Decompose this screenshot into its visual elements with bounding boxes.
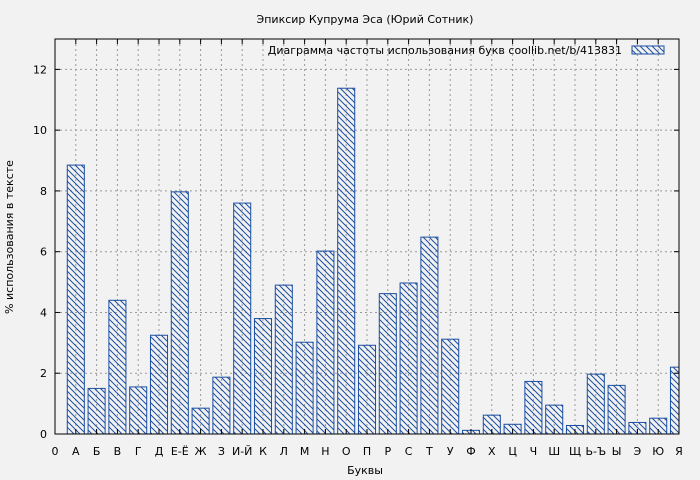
x-tick-label: С xyxy=(405,445,413,458)
bar-З xyxy=(212,376,231,435)
bar-Ы xyxy=(607,384,626,435)
x-tick-label: 0 xyxy=(52,445,59,458)
x-tick-label: Я xyxy=(675,445,683,458)
bar-Р xyxy=(378,293,397,435)
x-tick-label: Ь-Ъ xyxy=(585,445,606,458)
x-tick-label: Ю xyxy=(652,445,664,458)
legend-label: Диаграмма частоты использования букв coo… xyxy=(268,44,622,57)
bar-А xyxy=(66,164,85,435)
x-tick-label: Т xyxy=(425,445,433,458)
x-tick-label: У xyxy=(447,445,454,458)
x-tick-label: Л xyxy=(280,445,288,458)
bar-Я xyxy=(669,366,680,435)
bars xyxy=(66,87,680,435)
x-tick-label: З xyxy=(218,445,225,458)
bar-В xyxy=(108,299,127,435)
bar-С xyxy=(399,282,418,435)
x-tick-label: Г xyxy=(135,445,142,458)
x-tick-label: Ф xyxy=(466,445,475,458)
bar-Т xyxy=(420,236,439,435)
x-tick-label: Б xyxy=(93,445,101,458)
x-tick-label: Ж xyxy=(195,445,207,458)
y-tick-label: 4 xyxy=(40,306,47,319)
x-tick-label: Е-Ё xyxy=(171,445,189,458)
x-tick-label: Х xyxy=(488,445,496,458)
y-tick-label: 8 xyxy=(40,185,47,198)
x-tick-label: Э xyxy=(634,445,642,458)
x-tick-label: Щ xyxy=(569,445,581,458)
bar-П xyxy=(357,344,377,435)
bar-М xyxy=(295,341,314,435)
x-axis: 0 А Б В Г Д Е-Ё Ж З И-Й К Л М Н О П Р С Т У Ф Х Ц Ч Ш Щ Ь-Ъ Ы Э Ю Я xyxy=(52,39,683,458)
bar-К xyxy=(253,318,273,435)
x-tick-label: Ч xyxy=(530,445,538,458)
bar-Г xyxy=(129,386,148,435)
y-tick-label: 0 xyxy=(40,428,47,441)
x-tick-label: В xyxy=(114,445,122,458)
x-tick-label: Ы xyxy=(612,445,622,458)
x-tick-label: О xyxy=(342,445,351,458)
bar-Н xyxy=(316,250,335,435)
x-tick-label: Р xyxy=(384,445,391,458)
y-axis-label: % использования в тексте xyxy=(3,160,16,314)
bar-Е-Ё xyxy=(170,191,189,435)
x-tick-label: П xyxy=(363,445,371,458)
x-axis-label: Буквы xyxy=(347,464,383,477)
x-tick-label: Ш xyxy=(548,445,560,458)
bar-О xyxy=(337,87,356,435)
y-tick-label: 12 xyxy=(33,63,47,76)
x-tick-label: А xyxy=(72,445,80,458)
bar-И-Й xyxy=(233,202,252,435)
x-tick-label: И-Й xyxy=(232,445,252,458)
y-tick-label: 6 xyxy=(40,246,47,259)
bar-Б xyxy=(87,387,106,435)
y-tick-label: 10 xyxy=(33,124,47,137)
x-tick-label: Н xyxy=(321,445,329,458)
bar-Ь-Ъ xyxy=(586,373,605,435)
chart-title: Эпиксир Купрума Эса (Юрий Сотник) xyxy=(257,13,474,26)
x-tick-label: К xyxy=(259,445,267,458)
bar-У xyxy=(441,338,460,435)
x-tick-label: Ц xyxy=(508,445,517,458)
x-tick-label: Д xyxy=(155,445,164,458)
bar-Ч xyxy=(524,380,543,435)
y-tick-label: 2 xyxy=(40,367,47,380)
y-axis: 0 2 4 6 8 10 12 xyxy=(33,63,679,441)
bar-Л xyxy=(274,284,293,435)
legend-swatch xyxy=(631,45,665,55)
grid-lines xyxy=(55,39,679,434)
x-tick-label: М xyxy=(300,445,310,458)
bar-Д xyxy=(149,334,169,435)
